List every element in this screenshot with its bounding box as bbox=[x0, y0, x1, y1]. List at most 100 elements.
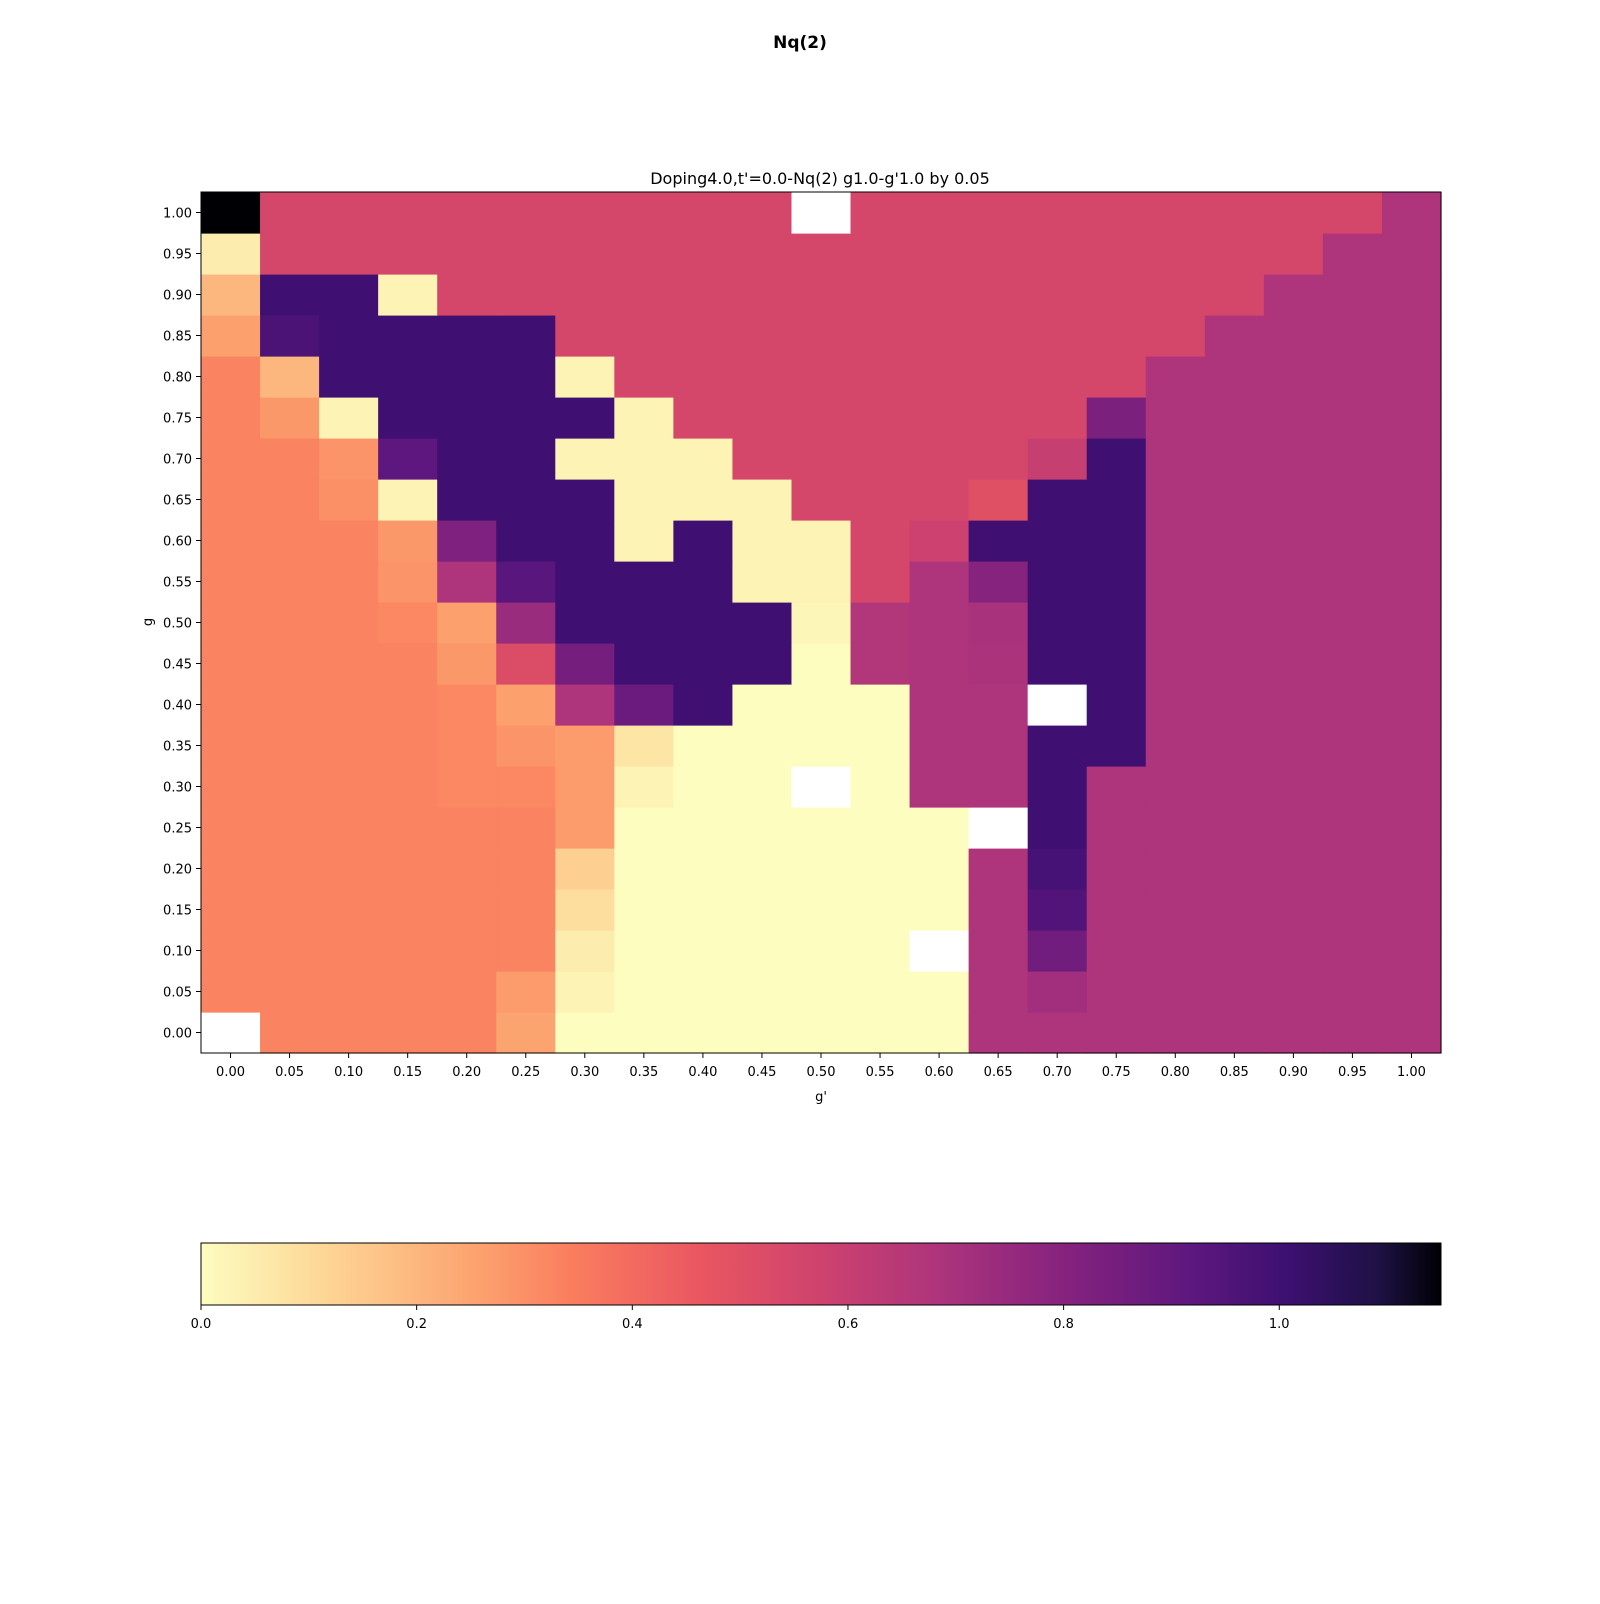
x-tick-label: 0.25 bbox=[511, 1065, 540, 1080]
heatmap-cell bbox=[614, 274, 674, 316]
x-tick-label: 0.55 bbox=[866, 1065, 895, 1080]
colorbar-tick-label: 0.4 bbox=[622, 1317, 643, 1332]
heatmap-cell bbox=[791, 602, 851, 644]
heatmap-cell bbox=[1146, 397, 1206, 439]
heatmap-cell bbox=[1028, 848, 1088, 890]
heatmap-cell bbox=[732, 233, 792, 275]
heatmap-cell bbox=[1028, 643, 1088, 685]
heatmap-cell bbox=[673, 1012, 733, 1054]
heatmap-cell bbox=[319, 889, 379, 931]
colorbar-tick-label: 0.6 bbox=[838, 1317, 859, 1332]
heatmap-cell bbox=[319, 479, 379, 521]
heatmap-cell bbox=[437, 356, 497, 398]
heatmap-cell bbox=[1205, 356, 1265, 398]
heatmap-cell bbox=[910, 520, 970, 562]
heatmap-cell bbox=[201, 684, 261, 726]
heatmap-cell bbox=[673, 930, 733, 972]
heatmap-cell bbox=[437, 397, 497, 439]
heatmap-cell bbox=[1028, 315, 1088, 357]
heatmap-cell bbox=[201, 848, 261, 890]
heatmap-cell bbox=[732, 561, 792, 603]
heatmap-cell bbox=[1028, 766, 1088, 808]
heatmap-cell bbox=[378, 684, 438, 726]
heatmap-cell bbox=[201, 397, 261, 439]
heatmap-cell bbox=[496, 602, 556, 644]
heatmap-cell bbox=[1205, 643, 1265, 685]
heatmap-cell bbox=[614, 807, 674, 849]
heatmap-cell bbox=[260, 438, 320, 480]
x-tick-label: 0.15 bbox=[393, 1065, 422, 1080]
heatmap-cell bbox=[969, 807, 1029, 849]
heatmap-cell bbox=[851, 1012, 911, 1054]
heatmap-cell bbox=[1264, 438, 1324, 480]
heatmap-cell bbox=[1205, 848, 1265, 890]
heatmap-cell bbox=[851, 725, 911, 767]
heatmap-cell bbox=[1028, 274, 1088, 316]
heatmap-cell bbox=[732, 274, 792, 316]
heatmap-cell bbox=[555, 930, 615, 972]
heatmap-cell bbox=[260, 643, 320, 685]
x-tick-label: 0.50 bbox=[807, 1065, 836, 1080]
heatmap-cell bbox=[437, 233, 497, 275]
x-tick-label: 0.35 bbox=[629, 1065, 658, 1080]
heatmap-cell bbox=[1323, 479, 1383, 521]
heatmap-cell bbox=[732, 315, 792, 357]
heatmap-cell bbox=[378, 766, 438, 808]
heatmap-cell bbox=[437, 766, 497, 808]
heatmap-cell bbox=[614, 561, 674, 603]
heatmap-cell bbox=[1087, 315, 1147, 357]
y-tick-label: 1.00 bbox=[163, 207, 192, 222]
heatmap-cell bbox=[319, 971, 379, 1013]
heatmap-cell bbox=[319, 397, 379, 439]
heatmap-cell bbox=[969, 643, 1029, 685]
heatmap-cell bbox=[1028, 684, 1088, 726]
heatmap-cell bbox=[437, 889, 497, 931]
heatmap-cell bbox=[791, 971, 851, 1013]
heatmap-cell bbox=[1146, 725, 1206, 767]
heatmap-cell bbox=[555, 725, 615, 767]
heatmap-cell bbox=[1087, 930, 1147, 972]
heatmap-cell bbox=[1087, 479, 1147, 521]
heatmap-cell bbox=[673, 971, 733, 1013]
heatmap-cell bbox=[1028, 889, 1088, 931]
heatmap-cell bbox=[851, 274, 911, 316]
heatmap-cell bbox=[1087, 602, 1147, 644]
heatmap-cell bbox=[1205, 889, 1265, 931]
heatmap-cell bbox=[378, 397, 438, 439]
heatmap-cell bbox=[496, 807, 556, 849]
heatmap-cell bbox=[969, 520, 1029, 562]
heatmap-cell bbox=[1382, 971, 1442, 1013]
heatmap-cell bbox=[1264, 315, 1324, 357]
heatmap-cell bbox=[614, 766, 674, 808]
heatmap-cell bbox=[910, 356, 970, 398]
heatmap-cell bbox=[1028, 233, 1088, 275]
heatmap-cell bbox=[496, 643, 556, 685]
heatmap-cell bbox=[1146, 520, 1206, 562]
heatmap-cell bbox=[791, 479, 851, 521]
heatmap-cell bbox=[201, 643, 261, 685]
heatmap-cell bbox=[1205, 479, 1265, 521]
heatmap-cell bbox=[260, 766, 320, 808]
heatmap-cell bbox=[1264, 971, 1324, 1013]
heatmap-cell bbox=[1264, 479, 1324, 521]
heatmap-cell bbox=[969, 848, 1029, 890]
heatmap-cell bbox=[319, 356, 379, 398]
heatmap-cell bbox=[1264, 889, 1324, 931]
heatmap-cell bbox=[791, 192, 851, 234]
heatmap-cell bbox=[969, 438, 1029, 480]
heatmap-cell bbox=[437, 1012, 497, 1054]
heatmap-cell bbox=[1146, 561, 1206, 603]
heatmap-cell bbox=[1323, 233, 1383, 275]
heatmap-cell bbox=[851, 315, 911, 357]
heatmap-cell bbox=[1323, 602, 1383, 644]
heatmap-cell bbox=[1028, 602, 1088, 644]
y-tick-label: 0.25 bbox=[163, 822, 192, 837]
heatmap-cell bbox=[851, 602, 911, 644]
heatmap-cell bbox=[1146, 356, 1206, 398]
heatmap-cell bbox=[437, 848, 497, 890]
heatmap-cell bbox=[1087, 233, 1147, 275]
x-tick-label: 0.80 bbox=[1161, 1065, 1190, 1080]
heatmap-cell bbox=[1323, 192, 1383, 234]
heatmap-cell bbox=[1087, 561, 1147, 603]
heatmap-cell bbox=[378, 192, 438, 234]
